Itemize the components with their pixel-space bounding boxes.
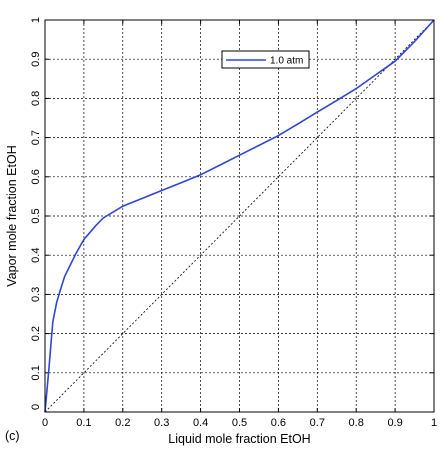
- x-tick-label: 0.5: [232, 417, 247, 429]
- diagonal-reference-line: [44, 19, 435, 413]
- legend: 1.0 atm: [221, 50, 310, 69]
- y-tick-label: 0.2: [30, 326, 42, 341]
- y-tick-label: 0.6: [30, 169, 42, 184]
- y-tick-label: 0.5: [30, 208, 42, 223]
- y-tick-label: 0.1: [30, 365, 42, 380]
- y-tick-label: 0.8: [30, 91, 42, 106]
- legend-entry-1-0-atm: 1.0 atm: [270, 56, 303, 67]
- grid-lines: [44, 19, 435, 413]
- panel-label: (c): [5, 429, 20, 443]
- diagonal-line: [44, 19, 435, 413]
- y-tick-label: 0.4: [30, 248, 42, 263]
- x-tick-label: 0: [42, 417, 48, 429]
- series-line-1-0-atm: [44, 19, 435, 413]
- x-tick-label: 1: [431, 417, 437, 429]
- y-tick-label: 1: [30, 17, 42, 23]
- x-tick-label: 0.6: [271, 417, 286, 429]
- x-axis-label: Liquid mole fraction EtOH: [168, 432, 310, 446]
- plot-frame: [44, 19, 435, 413]
- y-tick-labels: 0 0.1 0.2 0.3 0.4 0.5 0.6 0.7 0.8 0.9 1: [30, 17, 42, 410]
- x-tick-label: 0.9: [387, 417, 402, 429]
- x-tick-label: 0.8: [349, 417, 364, 429]
- y-tick-label: 0: [30, 404, 42, 410]
- x-tick-label: 0.2: [115, 417, 130, 429]
- y-tick-label: 0.7: [30, 130, 42, 145]
- y-tick-label: 0.3: [30, 287, 42, 302]
- x-tick-labels: 0 0.1 0.2 0.3 0.4 0.5 0.6 0.7 0.8 0.9 1: [42, 417, 437, 429]
- x-tick-label: 0.4: [193, 417, 208, 429]
- x-tick-label: 0.7: [310, 417, 325, 429]
- x-tick-label: 0.3: [154, 417, 169, 429]
- y-tick-label: 0.9: [30, 52, 42, 67]
- x-tick-label: 0.1: [76, 417, 91, 429]
- series-lines: [44, 19, 435, 413]
- y-axis-label: Vapor mole fraction EtOH: [5, 145, 19, 287]
